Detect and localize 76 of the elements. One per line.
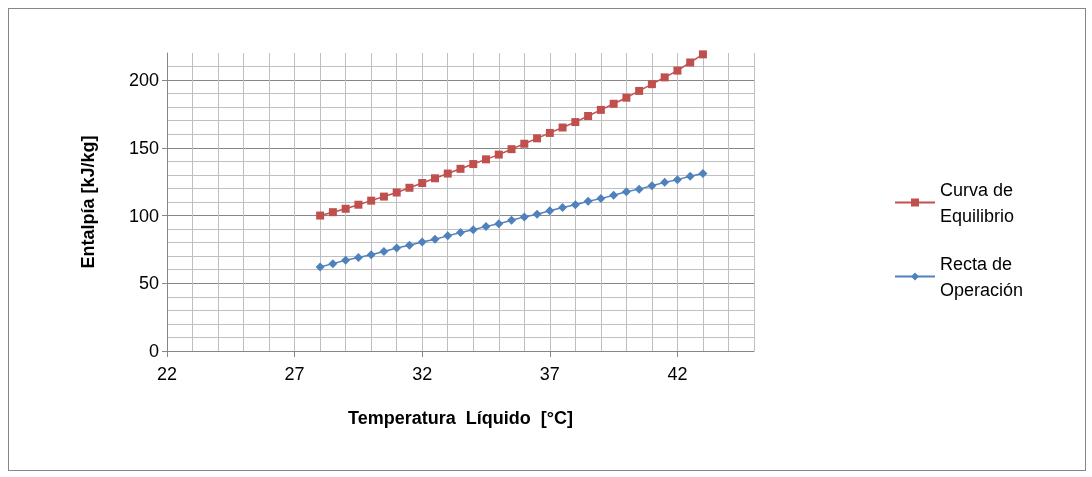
point bbox=[417, 237, 427, 247]
point bbox=[366, 250, 376, 260]
point bbox=[520, 139, 529, 148]
point bbox=[379, 246, 389, 256]
point bbox=[545, 128, 554, 137]
point bbox=[660, 177, 670, 187]
point bbox=[341, 204, 350, 213]
point bbox=[545, 206, 555, 216]
point bbox=[647, 181, 657, 191]
point bbox=[609, 190, 619, 200]
point bbox=[405, 183, 414, 192]
y-tick-label: 200 bbox=[128, 70, 159, 91]
point bbox=[621, 187, 631, 197]
legend-label: Recta de Operación bbox=[940, 253, 1024, 300]
point bbox=[672, 175, 682, 185]
point bbox=[698, 50, 707, 59]
point bbox=[507, 215, 517, 225]
x-tick-label: 27 bbox=[284, 364, 305, 384]
point bbox=[430, 174, 439, 183]
x-tick-label: 32 bbox=[412, 364, 433, 384]
point bbox=[430, 234, 440, 244]
point bbox=[622, 93, 631, 102]
point bbox=[468, 225, 478, 235]
y-tick-label: 100 bbox=[128, 205, 159, 226]
point bbox=[353, 253, 363, 263]
point bbox=[418, 179, 427, 188]
point bbox=[596, 194, 606, 204]
point bbox=[341, 255, 351, 265]
point bbox=[328, 208, 337, 217]
point bbox=[532, 209, 542, 219]
point bbox=[443, 169, 452, 178]
point bbox=[635, 86, 644, 95]
point bbox=[558, 123, 567, 132]
point bbox=[456, 164, 465, 173]
point bbox=[583, 196, 593, 206]
point bbox=[507, 145, 516, 154]
point bbox=[519, 212, 529, 222]
point bbox=[660, 73, 669, 82]
point bbox=[647, 80, 656, 89]
point bbox=[481, 221, 491, 231]
legend-label: Curva de Equilibrio bbox=[940, 179, 1019, 226]
point bbox=[570, 200, 580, 210]
point bbox=[316, 211, 325, 220]
point bbox=[685, 171, 695, 181]
point bbox=[367, 196, 376, 205]
x-tick-label: 37 bbox=[539, 364, 560, 384]
point bbox=[328, 259, 338, 269]
point bbox=[482, 155, 491, 164]
y-tick-label: 0 bbox=[148, 341, 159, 361]
point bbox=[673, 66, 682, 75]
point bbox=[558, 202, 568, 212]
point bbox=[571, 118, 580, 127]
point bbox=[634, 184, 644, 194]
x-axis-title: Temperatura Líquido [°C] bbox=[348, 408, 573, 428]
point bbox=[494, 219, 504, 229]
point bbox=[315, 262, 325, 272]
point bbox=[494, 150, 503, 159]
point bbox=[443, 231, 453, 241]
point bbox=[596, 105, 605, 114]
point bbox=[456, 227, 465, 237]
y-tick-label: 150 bbox=[128, 137, 159, 158]
point bbox=[609, 99, 618, 108]
point bbox=[469, 160, 478, 169]
point bbox=[392, 243, 402, 253]
x-tick-label: 22 bbox=[156, 364, 178, 384]
point bbox=[379, 192, 388, 201]
point bbox=[698, 169, 708, 179]
point bbox=[354, 200, 363, 209]
y-axis-title: Entalpía [kJ/kg] bbox=[78, 135, 98, 269]
y-tick-label: 50 bbox=[138, 273, 159, 294]
point bbox=[584, 111, 593, 120]
point bbox=[392, 188, 401, 197]
point bbox=[686, 58, 695, 67]
point bbox=[533, 134, 542, 143]
x-tick-label: 42 bbox=[667, 364, 688, 384]
point bbox=[404, 240, 414, 250]
